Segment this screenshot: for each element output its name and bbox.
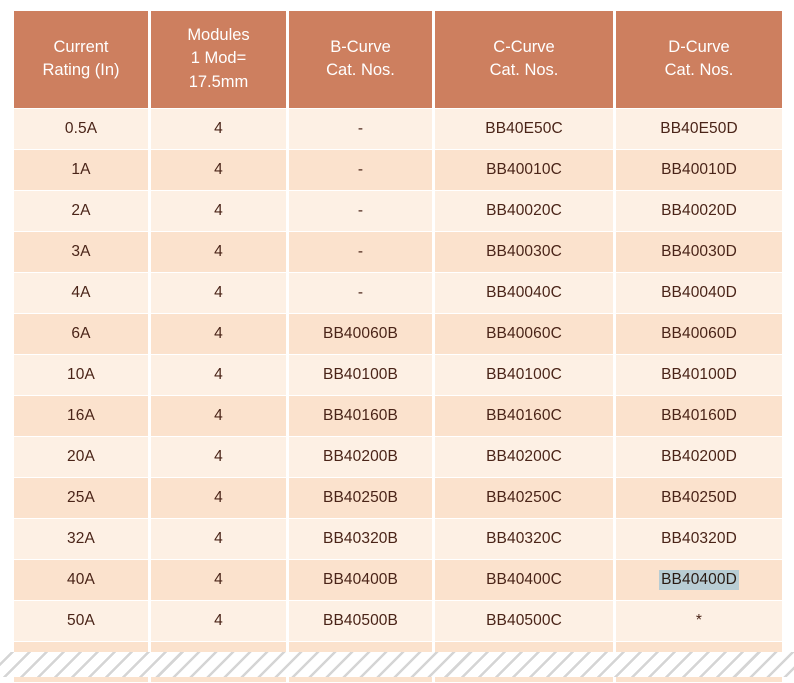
table-row: 20A 4 BB40200B BB40200C BB40200D [14, 437, 782, 478]
cell-b-curve-catalog-number: BB40250B [289, 478, 432, 519]
circuit-breaker-catalog-table: Current Rating (In) Modules 1 Mod= 17.5m… [11, 10, 785, 683]
cell-modules: 4 [151, 109, 286, 150]
table-header: Current Rating (In) Modules 1 Mod= 17.5m… [14, 11, 782, 109]
cell-modules: 4 [151, 601, 286, 642]
cell-b-curve-catalog-number: - [289, 273, 432, 314]
cell-c-curve-catalog-number: BB40020C [435, 191, 613, 232]
cell-d-curve-catalog-number: BB40160D [616, 396, 782, 437]
table-row: 4A 4- BB40040C BB40040D [14, 273, 782, 314]
cell-c-curve-catalog-number: BB40030C [435, 232, 613, 273]
cell-c-curve-catalog-number: BB40E50C [435, 109, 613, 150]
cell-c-curve-catalog-number: BB40100C [435, 355, 613, 396]
column-header-c-curve: C-Curve Cat. Nos. [435, 11, 613, 109]
cell-current-rating: 20A [14, 437, 148, 478]
table-row: 2A 4- BB40020C BB40020D [14, 191, 782, 232]
column-header-b-curve: B-Curve Cat. Nos. [289, 11, 432, 109]
table-row: 1A 4- BB40010C BB40010D [14, 150, 782, 191]
table-body: 0.5A 4- BB40E50C BB40E50D 1A 4- BB40010C BB4001… [14, 109, 782, 683]
cell-modules: 4 [151, 150, 286, 191]
cell-d-curve-catalog-number: BB40010D [616, 150, 782, 191]
table-row: 10A 4 BB40100B BB40100C BB40100D [14, 355, 782, 396]
cell-b-curve-catalog-number: - [289, 232, 432, 273]
cell-c-curve-catalog-number: BB40320C [435, 519, 613, 560]
cell-b-curve-catalog-number: BB40400B [289, 560, 432, 601]
table-row: 16A 4 BB40160B BB40160C BB40160D [14, 396, 782, 437]
cell-modules: 4 [151, 314, 286, 355]
cell-modules: 4 [151, 232, 286, 273]
cell-modules: 4 [151, 191, 286, 232]
cell-b-curve-catalog-number: - [289, 109, 432, 150]
cell-modules: 4 [151, 273, 286, 314]
cell-d-curve-catalog-number: BB40100D [616, 355, 782, 396]
cell-current-rating: 10A [14, 355, 148, 396]
cell-c-curve-catalog-number: BB40060C [435, 314, 613, 355]
column-header-d-curve: D-Curve Cat. Nos. [616, 11, 782, 109]
cell-c-curve-catalog-number: BB40250C [435, 478, 613, 519]
cell-b-curve-catalog-number: BB40060B [289, 314, 432, 355]
table-row: 32A 4 BB40320B BB40320C BB40320D [14, 519, 782, 560]
cell-b-curve-catalog-number: BB40100B [289, 355, 432, 396]
cell-b-curve-catalog-number: BB40200B [289, 437, 432, 478]
cell-current-rating: 2A [14, 191, 148, 232]
selected-text-highlight: BB40400D [659, 570, 739, 591]
cell-modules: 4 [151, 519, 286, 560]
cell-d-curve-catalog-number: BB40250D [616, 478, 782, 519]
table-row: 40A 4 BB40400B BB40400C BB40400D [14, 560, 782, 601]
cell-current-rating: 40A [14, 560, 148, 601]
cell-current-rating: 3A [14, 232, 148, 273]
cell-d-curve-catalog-number: BB40020D [616, 191, 782, 232]
table-row: 6A 4 BB40060B BB40060C BB40060D [14, 314, 782, 355]
cell-modules: 4 [151, 478, 286, 519]
cell-b-curve-catalog-number: BB40320B [289, 519, 432, 560]
cell-current-rating: 6A [14, 314, 148, 355]
cell-b-curve-catalog-number: BB40500B [289, 601, 432, 642]
cell-d-curve-catalog-number: BB40320D [616, 519, 782, 560]
table-row: 0.5A 4- BB40E50C BB40E50D [14, 109, 782, 150]
cell-c-curve-catalog-number: BB40040C [435, 273, 613, 314]
cell-c-curve-catalog-number: BB40400C [435, 560, 613, 601]
column-header-current-rating: Current Rating (In) [14, 11, 148, 109]
cell-current-rating: 16A [14, 396, 148, 437]
cell-c-curve-catalog-number: BB40500C [435, 601, 613, 642]
cell-b-curve-catalog-number: BB40160B [289, 396, 432, 437]
cell-c-curve-catalog-number: BB40160C [435, 396, 613, 437]
header-row: Current Rating (In) Modules 1 Mod= 17.5m… [14, 11, 782, 109]
cell-current-rating: 25A [14, 478, 148, 519]
table-row: 25A 4 BB40250B BB40250C BB40250D [14, 478, 782, 519]
cell-d-curve-catalog-number: BB40040D [616, 273, 782, 314]
cell-modules: 4 [151, 396, 286, 437]
cell-c-curve-catalog-number: BB40200C [435, 437, 613, 478]
cell-current-rating: 1A [14, 150, 148, 191]
cell-d-curve-catalog-number: BB40200D [616, 437, 782, 478]
cell-modules: 4 [151, 355, 286, 396]
cell-modules: 4 [151, 437, 286, 478]
cell-d-curve-catalog-number: BB40E50D [616, 109, 782, 150]
cell-current-rating: 0.5A [14, 109, 148, 150]
cell-current-rating: 32A [14, 519, 148, 560]
cell-modules: 4 [151, 560, 286, 601]
spec-table-container: Current Rating (In) Modules 1 Mod= 17.5m… [11, 10, 785, 683]
cell-d-curve-catalog-number: * [616, 601, 782, 642]
table-row: 50A 4 BB40500B BB40500C * [14, 601, 782, 642]
cell-current-rating: 50A [14, 601, 148, 642]
table-row: 3A 4- BB40030C BB40030D [14, 232, 782, 273]
column-header-modules: Modules 1 Mod= 17.5mm [151, 11, 286, 109]
cell-d-curve-catalog-number: BB40400D [616, 560, 782, 601]
cell-d-curve-catalog-number: BB40060D [616, 314, 782, 355]
cell-b-curve-catalog-number: - [289, 191, 432, 232]
decorative-hatch-band [0, 652, 794, 677]
cell-b-curve-catalog-number: - [289, 150, 432, 191]
cell-current-rating: 4A [14, 273, 148, 314]
cell-d-curve-catalog-number: BB40030D [616, 232, 782, 273]
cell-c-curve-catalog-number: BB40010C [435, 150, 613, 191]
